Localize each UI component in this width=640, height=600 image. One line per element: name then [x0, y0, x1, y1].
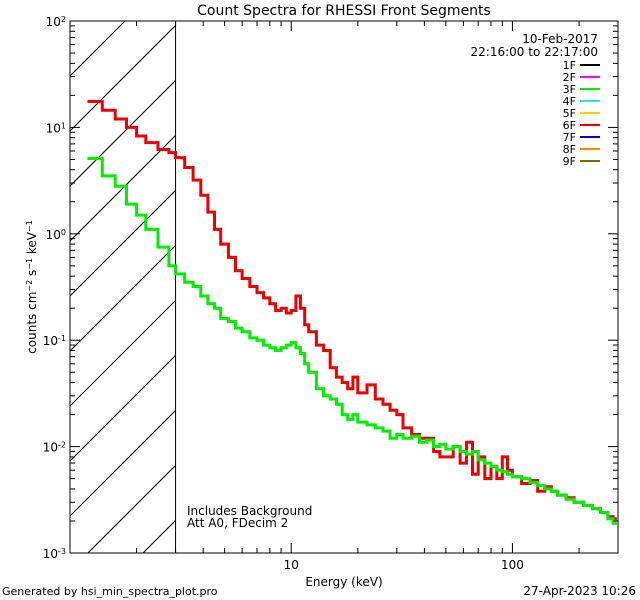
series-line-6F: [87, 100, 617, 521]
hatch-line: [70, 189, 176, 297]
series-group: [87, 100, 617, 525]
hatch-line: [70, 299, 176, 407]
y-tick-label: 10-2: [43, 440, 66, 455]
y-tick-label: 101: [46, 121, 66, 136]
legend-label: 6F: [563, 119, 576, 132]
legend-label: 2F: [563, 71, 576, 84]
legend-label: 3F: [563, 83, 576, 96]
hatch-line: [70, 24, 176, 132]
footer-generated-by: Generated by hsi_min_spectra_plot.pro: [2, 585, 218, 598]
hatch-line: [87, 464, 176, 553]
annotation-attenuator: Att A0, FDecim 2: [187, 516, 288, 530]
annotation-background: Includes Background: [187, 504, 312, 518]
y-tick-label: 10-1: [43, 334, 66, 349]
hatch-line: [418, 21, 640, 553]
legend-label: 1F: [563, 59, 576, 72]
plot-frame: [69, 20, 619, 554]
x-axis-label: Energy (keV): [305, 575, 382, 589]
x-tick-label: 100: [501, 558, 524, 572]
y-tick-label: 100: [46, 227, 66, 242]
legend-label: 5F: [563, 107, 576, 120]
footer-timestamp: 27-Apr-2023 10:26: [523, 584, 636, 598]
legend-label: 4F: [563, 95, 576, 108]
hatch-line: [70, 79, 176, 187]
hatch-line: [70, 21, 71, 22]
legend-label: 8F: [563, 143, 576, 156]
time-range-label: 22:16:00 to 22:17:00: [471, 45, 598, 59]
hatch-lines: [70, 21, 640, 553]
axis-ticks: 10 100 10-3 10-2 10-1 100 101 102: [43, 15, 619, 572]
legend-label: 7F: [563, 131, 576, 144]
date-label: 10-Feb-2017: [522, 32, 598, 46]
x-tick-label: 10: [284, 558, 299, 572]
legend-label: 9F: [563, 155, 576, 168]
y-tick-label: 102: [46, 15, 66, 30]
hatch-area: [70, 21, 176, 553]
chart-title: Count Spectra for RHESSI Front Segments: [197, 3, 491, 19]
hatch-line: [70, 409, 176, 517]
hatch-line: [70, 244, 176, 352]
y-axis-label: counts cm−2 s−1 keV−1: [25, 220, 40, 354]
hatched-region: [70, 21, 640, 553]
hatch-line: [70, 21, 126, 77]
hatch-line: [70, 134, 176, 242]
series-line-3F: [87, 157, 617, 525]
y-tick-label: 10-3: [43, 547, 66, 562]
